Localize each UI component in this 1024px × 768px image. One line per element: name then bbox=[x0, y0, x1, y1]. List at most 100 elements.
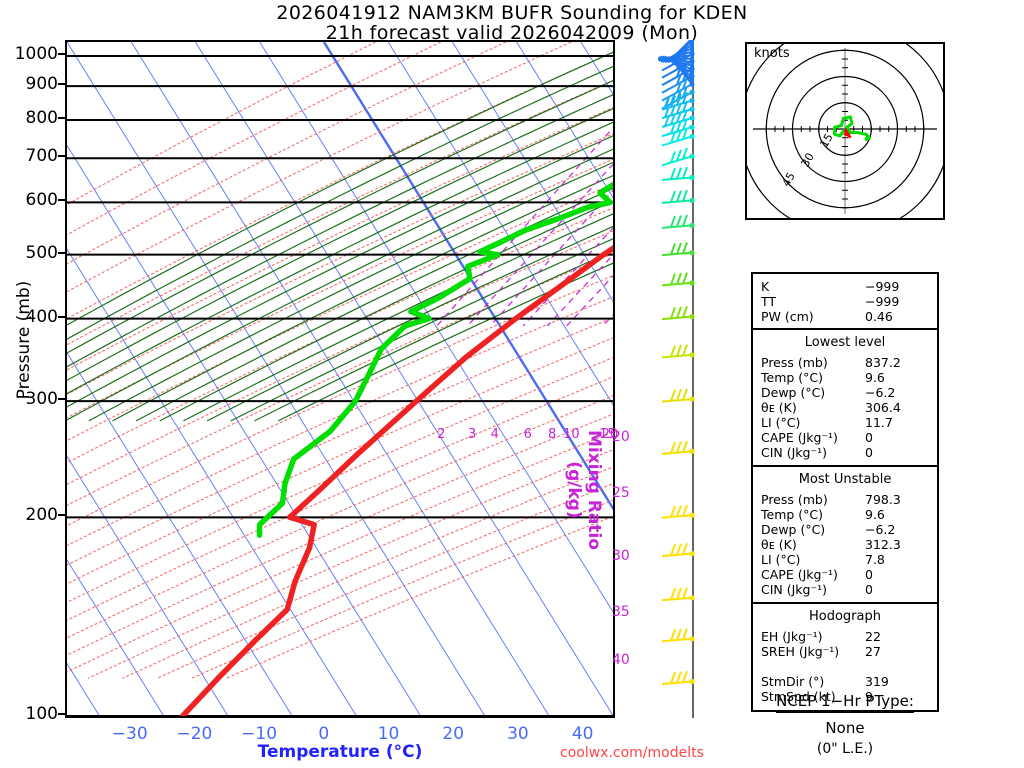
lowest-level-key: CAPE (Jkg⁻¹) bbox=[761, 430, 838, 445]
most-unstable-row: CAPE (Jkg⁻¹) 0 bbox=[753, 567, 937, 582]
mixing-ratio-label-20: 20 bbox=[601, 427, 619, 442]
mixing-ratio-label-10: 10 bbox=[563, 427, 580, 442]
lowest-level-value: −6.2 bbox=[865, 385, 896, 400]
lowest-level-value: 837.2 bbox=[865, 355, 901, 370]
skewt-canvas bbox=[67, 42, 613, 716]
page-subtitle: 21h forecast valid 2026042009 (Mon) bbox=[325, 22, 699, 44]
hodograph-plot[interactable]: 15 30 45 bbox=[745, 42, 945, 220]
most-unstable-row: Dewp (°C) −6.2 bbox=[753, 522, 937, 537]
skewt-plot-area[interactable] bbox=[65, 40, 615, 718]
index-value: −999 bbox=[865, 279, 900, 294]
lowest-level-value: 306.4 bbox=[865, 400, 901, 415]
wind-barb-axis bbox=[692, 40, 694, 718]
pressure-tick-700: 700 bbox=[25, 146, 58, 167]
ptype-heading: NCEP 1−Hr PType: bbox=[776, 692, 914, 713]
mixing-ratio-label-3: 3 bbox=[467, 427, 477, 442]
hodograph-stat-key: StmDir (°) bbox=[761, 674, 825, 689]
pressure-tick-400: 400 bbox=[25, 306, 58, 327]
most-unstable-key: Temp (°C) bbox=[761, 507, 824, 522]
pressure-tick-1000: 1000 bbox=[14, 43, 58, 64]
hodograph-stat-row: StmDir (°) 319 bbox=[753, 674, 937, 689]
most-unstable-row: Temp (°C) 9.6 bbox=[753, 507, 937, 522]
most-unstable-value: 312.3 bbox=[865, 537, 901, 552]
page-title: 2026041912 NAM3KM BUFR Sounding for KDEN bbox=[276, 2, 748, 24]
mixing-ratio-right-40: 40 bbox=[612, 652, 630, 668]
pressure-axis-label: Pressure (mb) bbox=[14, 280, 34, 400]
hodograph-stat-row: EH (Jkg⁻¹) 22 bbox=[753, 629, 937, 644]
most-unstable-row: θᴇ (K) 312.3 bbox=[753, 537, 937, 552]
lowest-level-key: LI (°C) bbox=[761, 415, 801, 430]
pressure-tickmark bbox=[58, 83, 65, 86]
hodograph-stat-value: 319 bbox=[865, 674, 889, 689]
mixing-ratio-label-15: 15 bbox=[599, 427, 616, 442]
hodograph-stat-key: EH (Jkg⁻¹) bbox=[761, 629, 823, 644]
pressure-tick-200: 200 bbox=[25, 505, 58, 526]
pressure-tick-900: 900 bbox=[25, 74, 58, 95]
most-unstable-key: CAPE (Jkg⁻¹) bbox=[761, 567, 838, 582]
indices-rows: K −999 TT −999 PW (cm) 0.46 bbox=[753, 274, 937, 328]
lowest-level-row: LI (°C) 11.7 bbox=[753, 415, 937, 430]
index-key: TT bbox=[761, 294, 777, 309]
index-key: PW (cm) bbox=[761, 309, 814, 324]
pressure-tick-100: 100 bbox=[25, 704, 58, 724]
lowest-level-key: Temp (°C) bbox=[761, 370, 824, 385]
index-row: PW (cm) 0.46 bbox=[753, 309, 937, 324]
mixing-ratio-right-30: 30 bbox=[612, 548, 630, 564]
temp-tick--10: −10 bbox=[241, 724, 278, 744]
most-unstable-row: Press (mb) 798.3 bbox=[753, 492, 937, 507]
lowest-level-value: 9.6 bbox=[865, 370, 885, 385]
index-value: −999 bbox=[865, 294, 900, 309]
pressure-tickmark bbox=[58, 199, 65, 202]
mixing-ratio-label-8: 8 bbox=[547, 427, 557, 442]
most-unstable-key: θᴇ (K) bbox=[761, 537, 797, 552]
most-unstable-key: LI (°C) bbox=[761, 552, 801, 567]
hodograph-stat-value: 9 bbox=[865, 689, 873, 704]
mixing-ratio-label-6: 6 bbox=[523, 427, 532, 442]
credit-watermark: coolwx.com/modelts bbox=[560, 745, 704, 761]
temp-tick-40: 40 bbox=[571, 724, 594, 744]
lowest-level-heading: Lowest level bbox=[804, 335, 886, 350]
lowest-level-value: 0 bbox=[865, 430, 873, 445]
pressure-tick-800: 800 bbox=[25, 107, 58, 128]
index-value: 0.46 bbox=[865, 309, 893, 324]
pressure-tickmark bbox=[58, 251, 65, 254]
mixing-ratio-label-4: 4 bbox=[490, 427, 499, 442]
temperature-axis-label: Temperature (°C) bbox=[257, 742, 423, 762]
pressure-tickmark bbox=[58, 315, 65, 318]
mixing-ratio-right-25: 25 bbox=[612, 485, 630, 501]
most-unstable-row: CIN (Jkg⁻¹) 0 bbox=[753, 582, 937, 597]
most-unstable-rows: Press (mb) 798.3 Temp (°C) 9.6 Dewp (°C) −6.2… bbox=[753, 489, 937, 602]
lowest-level-row: Dewp (°C) −6.2 bbox=[753, 385, 937, 400]
hodograph-stat-row: SREH (Jkg⁻¹) 27 bbox=[753, 644, 937, 659]
lowest-level-row: θᴇ (K) 306.4 bbox=[753, 400, 937, 415]
lowest-level-key: Dewp (°C) bbox=[761, 385, 826, 400]
pressure-tick-300: 300 bbox=[25, 389, 58, 410]
most-unstable-value: −6.2 bbox=[865, 522, 896, 537]
pressure-tickmark bbox=[58, 52, 65, 55]
pressure-tickmark bbox=[58, 155, 65, 158]
mixing-ratio-right-20: 20 bbox=[612, 429, 630, 445]
most-unstable-row: LI (°C) 7.8 bbox=[753, 552, 937, 567]
indices-panel: K −999 TT −999 PW (cm) 0.46 Lowest level Pres… bbox=[751, 272, 939, 712]
ptype-section: NCEP 1−Hr PType: None (0" L.E.) bbox=[738, 692, 952, 757]
lowest-level-key: Press (mb) bbox=[761, 355, 828, 370]
most-unstable-value: 7.8 bbox=[865, 552, 885, 567]
svg-text:15: 15 bbox=[817, 131, 835, 150]
pressure-tickmark bbox=[58, 398, 65, 401]
index-row: K −999 bbox=[753, 279, 937, 294]
wind-barb-column bbox=[657, 40, 695, 685]
hodograph-units-label: knots bbox=[754, 46, 790, 61]
temp-tick-20: 20 bbox=[442, 724, 465, 744]
lowest-level-value: 11.7 bbox=[865, 415, 893, 430]
temp-tick-30: 30 bbox=[507, 724, 529, 744]
most-unstable-value: 798.3 bbox=[865, 492, 901, 507]
temp-tick-0: 0 bbox=[318, 724, 330, 744]
mixing-ratio-label-2: 2 bbox=[437, 427, 446, 442]
temp-tick--20: −20 bbox=[176, 724, 213, 744]
pressure-tickmark bbox=[58, 116, 65, 119]
index-row: TT −999 bbox=[753, 294, 937, 309]
most-unstable-key: CIN (Jkg⁻¹) bbox=[761, 582, 827, 597]
hodograph-stat-row: StmSpd (kt) 9 bbox=[753, 689, 937, 704]
skewt-diagram: Pressure (mb) 100 200 300 400 500 600 700 800 90… bbox=[14, 40, 704, 762]
